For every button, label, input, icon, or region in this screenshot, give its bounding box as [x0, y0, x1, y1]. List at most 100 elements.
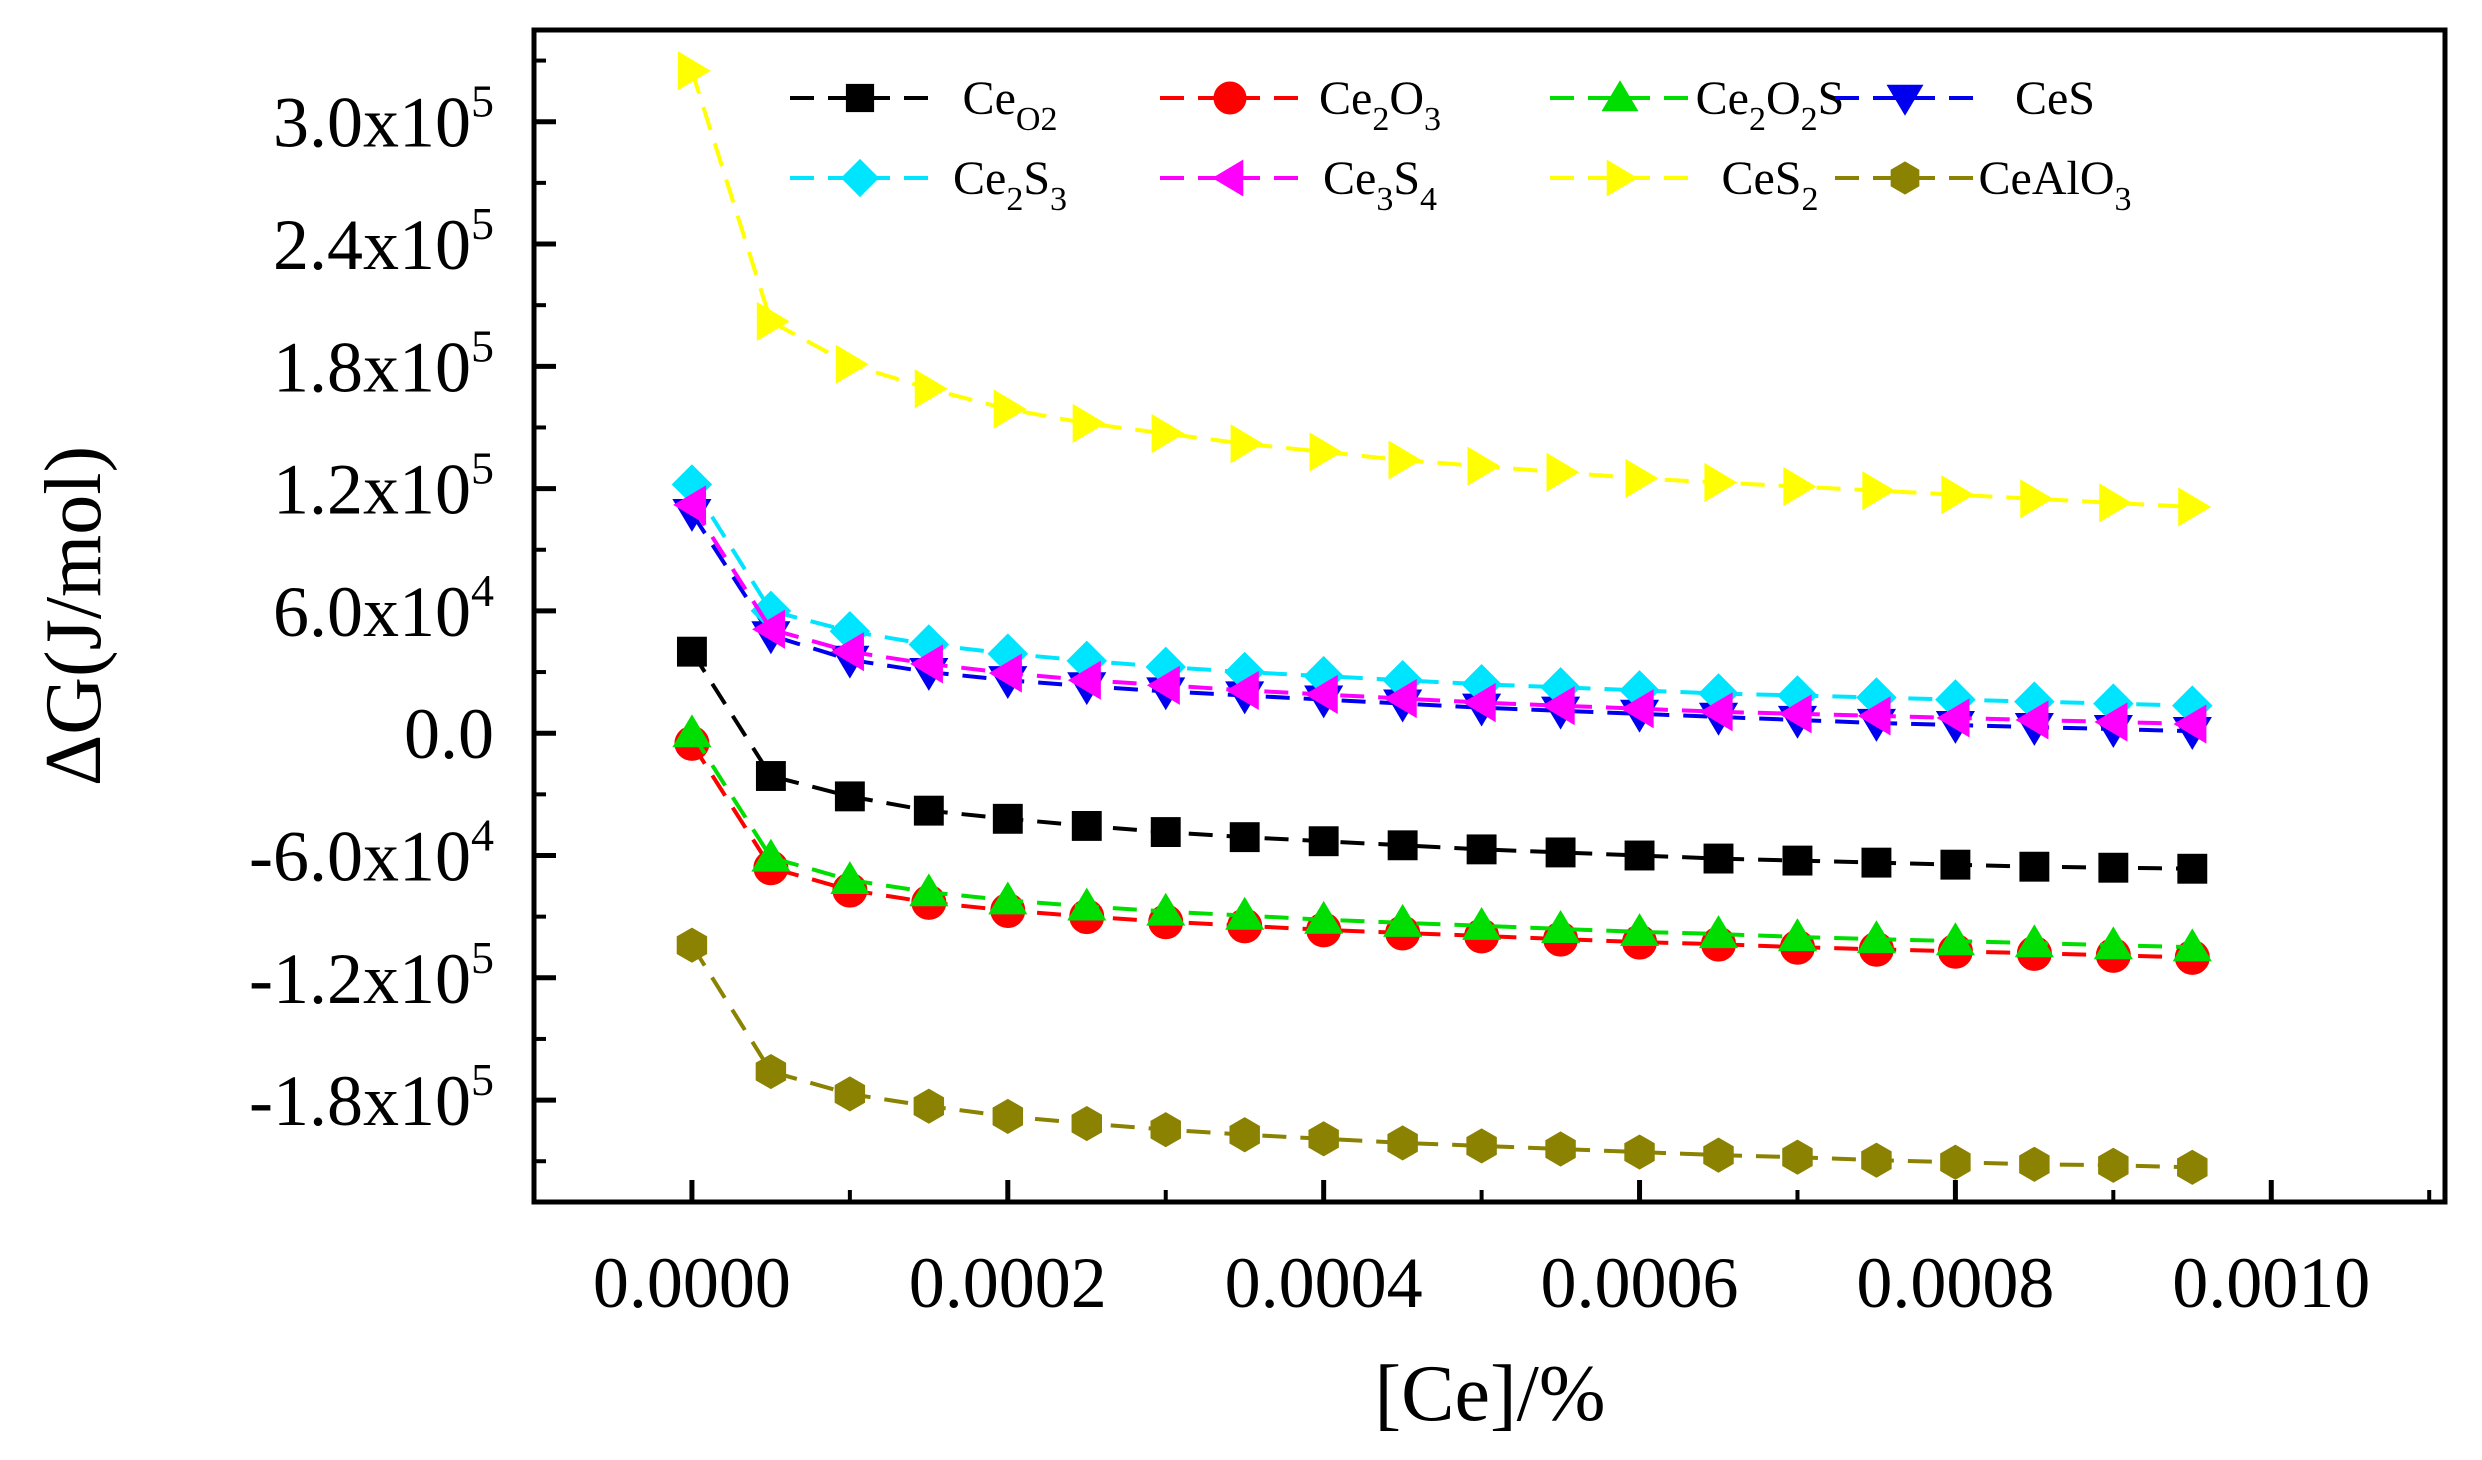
- data-point: [1545, 1131, 1576, 1167]
- data-point: [2019, 1146, 2050, 1182]
- data-point: [1308, 826, 1339, 857]
- x-tick-label: 0.0008: [1856, 1243, 2054, 1323]
- data-point: [992, 1098, 1024, 1134]
- data-point: [1940, 1144, 1971, 1180]
- data-point: [2177, 853, 2208, 884]
- data-point: [1777, 918, 1818, 952]
- data-point: [914, 369, 948, 409]
- legend-item-CeO2: CeO2: [790, 72, 1057, 138]
- series-CeS2: [677, 51, 2212, 527]
- y-tick-label: 0.0: [404, 694, 494, 774]
- legend-marker: [845, 83, 875, 113]
- data-point: [1229, 1117, 1260, 1153]
- data-point: [834, 1076, 866, 1112]
- data-point: [1229, 822, 1260, 853]
- data-point: [1545, 837, 1576, 868]
- y-tick-label: -1.2x105: [249, 932, 494, 1019]
- data-point: [1072, 403, 1106, 443]
- data-point: [1225, 670, 1259, 710]
- data-point: [2094, 702, 2128, 742]
- x-tick-label: 0.0004: [1225, 1243, 1423, 1323]
- legend-item-CeAlO3: CeAlO3: [1835, 152, 2131, 218]
- data-point: [672, 714, 712, 748]
- data-point: [910, 644, 943, 684]
- data-point: [1467, 446, 1501, 486]
- data-point: [1151, 413, 1185, 454]
- data-point: [755, 761, 786, 791]
- data-point: [988, 881, 1028, 915]
- y-axis: -1.8x105 -1.2x105 -6.0x104 0.0 6.0x104 1.2x10…: [249, 58, 556, 1164]
- data-point: [993, 389, 1027, 429]
- data-point: [1541, 686, 1575, 726]
- series-line: [690, 483, 2193, 708]
- data-point: [1699, 692, 1733, 732]
- data-point: [2098, 852, 2129, 883]
- data-point: [992, 803, 1023, 834]
- data-point: [1625, 458, 1659, 498]
- data-point: [1462, 906, 1502, 940]
- legend-marker: [1212, 159, 1244, 197]
- data-point: [1940, 849, 1971, 880]
- legend-marker: [1890, 161, 1920, 195]
- data-point: [2014, 924, 2054, 958]
- legend-item-Ce2S3: Ce2S3: [790, 152, 1067, 218]
- series-CeO2: [676, 636, 2208, 884]
- y-axis-title: ΔG(J/mol): [30, 446, 118, 786]
- data-point: [834, 781, 865, 812]
- data-point: [1624, 840, 1655, 871]
- data-point: [756, 301, 790, 342]
- data-point: [1304, 900, 1344, 934]
- series-CeAlO3: [676, 927, 2208, 1185]
- data-point: [830, 861, 870, 895]
- data-point: [1309, 432, 1343, 472]
- series-line: [690, 503, 2193, 726]
- legend-marker: [840, 158, 880, 198]
- x-tick-label: 0.0000: [593, 1243, 791, 1323]
- data-point: [1540, 910, 1581, 943]
- data-point: [2098, 1147, 2129, 1183]
- legend-label: CeS: [2015, 72, 2095, 125]
- legend-label: CeAlO3: [1979, 152, 2132, 218]
- legend-label: CeO2: [963, 72, 1058, 138]
- data-point: [1861, 1142, 1892, 1178]
- data-point: [1778, 694, 1812, 734]
- data-point: [1308, 1121, 1339, 1157]
- data-point: [1782, 845, 1813, 876]
- data-point: [2173, 704, 2207, 744]
- data-point: [1387, 1125, 1418, 1161]
- legend-item-CeS: CeS: [1835, 72, 2095, 125]
- data-point: [2172, 928, 2212, 962]
- legend-label: Ce2O2S: [1696, 72, 1845, 138]
- y-tick-label: 1.2x105: [273, 443, 494, 530]
- data-point: [1387, 830, 1418, 861]
- x-axis-title: [Ce]/%: [1374, 1350, 1605, 1438]
- data-point: [1624, 1134, 1655, 1170]
- data-point: [1466, 834, 1497, 865]
- data-point: [2020, 479, 2054, 519]
- data-point: [1861, 847, 1892, 878]
- data-point: [1619, 913, 1660, 947]
- data-point: [676, 927, 708, 963]
- data-point: [1703, 843, 1734, 874]
- series-Ce2S3: [671, 464, 2213, 726]
- data-point: [1783, 466, 1817, 507]
- series-line: [690, 944, 2193, 1170]
- y-tick-label: 2.4x105: [273, 198, 494, 285]
- data-point: [831, 632, 864, 672]
- series-Ce2O2S: [672, 714, 2212, 962]
- legend-marker: [1601, 80, 1639, 112]
- data-point: [1230, 424, 1264, 464]
- data-point: [2178, 487, 2212, 527]
- data-point: [1862, 471, 1896, 511]
- legend-item-Ce2O3: Ce2O3: [1160, 72, 1441, 138]
- legend-marker: [1213, 81, 1247, 115]
- data-point: [835, 344, 869, 384]
- data-point: [1856, 920, 1897, 954]
- data-point: [1782, 1139, 1813, 1175]
- data-point: [677, 51, 711, 91]
- data-point: [2177, 1149, 2208, 1185]
- data-point: [2015, 700, 2049, 740]
- legend-label: Ce2S3: [953, 152, 1067, 218]
